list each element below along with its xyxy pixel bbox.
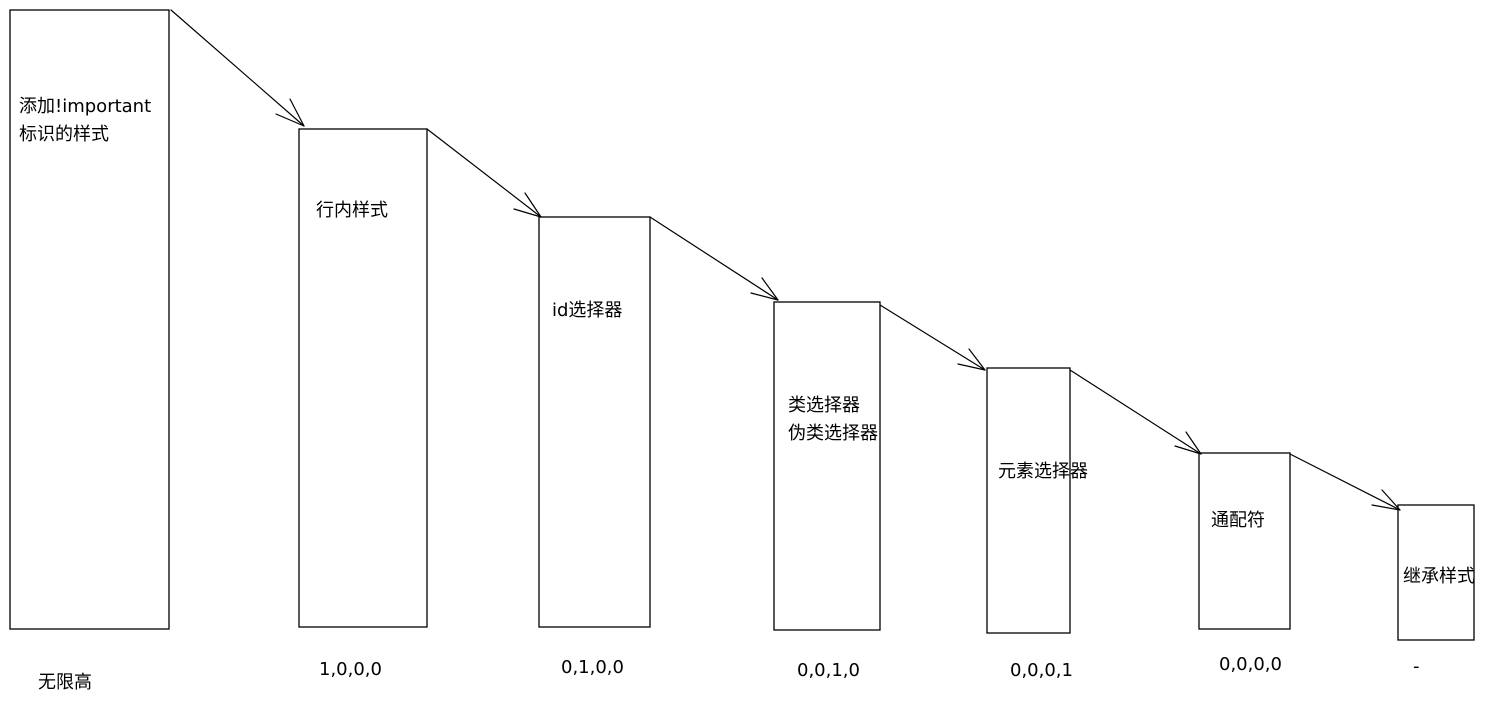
bar-element-selector: 元素选择器 0,0,0,1 [986,367,1088,681]
bar-element-selector-label: 元素选择器 [998,461,1088,482]
bar-important-label-line1: 添加!important [19,96,151,117]
bar-inherited-style: 继承样式 - [1397,504,1475,677]
bar-id-selector-specificity: 0,1,0,0 [561,657,624,678]
bar-inline-style: 行内样式 1,0,0,0 [298,128,428,680]
arrow-4 [879,304,986,371]
bar-important-specificity: 无限高 [38,672,92,693]
bar-important-box [9,9,170,630]
bar-id-selector-label: id选择器 [552,300,622,321]
bar-universal-selector-box [1198,452,1291,630]
arrow-6 [1289,453,1401,511]
arrow-2 [426,128,542,218]
bar-universal-selector: 通配符 0,0,0,0 [1198,452,1291,675]
bar-class-selector-specificity: 0,0,1,0 [797,660,860,681]
bar-inherited-style-specificity: - [1413,656,1420,677]
bar-element-selector-specificity: 0,0,0,1 [1010,660,1073,681]
bar-class-selector: 类选择器 伪类选择器 0,0,1,0 [773,301,881,681]
bar-class-selector-label-line2: 伪类选择器 [788,423,878,444]
bar-universal-selector-specificity: 0,0,0,0 [1219,654,1282,675]
arrow-5 [1069,369,1202,455]
bar-inline-style-box [298,128,428,628]
bar-inline-style-specificity: 1,0,0,0 [319,659,382,680]
bar-important: 添加!important 标识的样式 无限高 [9,9,170,693]
bar-id-selector: id选择器 0,1,0,0 [538,216,651,678]
bar-inherited-style-box [1397,504,1475,641]
bar-class-selector-label-line1: 类选择器 [788,395,860,416]
bar-inline-style-label: 行内样式 [316,200,388,221]
bar-important-label-line2: 标识的样式 [19,124,109,145]
bar-inherited-style-label: 继承样式 [1403,566,1475,587]
arrow-3 [649,216,779,301]
arrow-1 [170,9,305,127]
bar-id-selector-box [538,216,651,628]
bar-element-selector-box [986,367,1071,634]
bar-class-selector-box [773,301,881,631]
bar-universal-selector-label: 通配符 [1211,510,1265,531]
